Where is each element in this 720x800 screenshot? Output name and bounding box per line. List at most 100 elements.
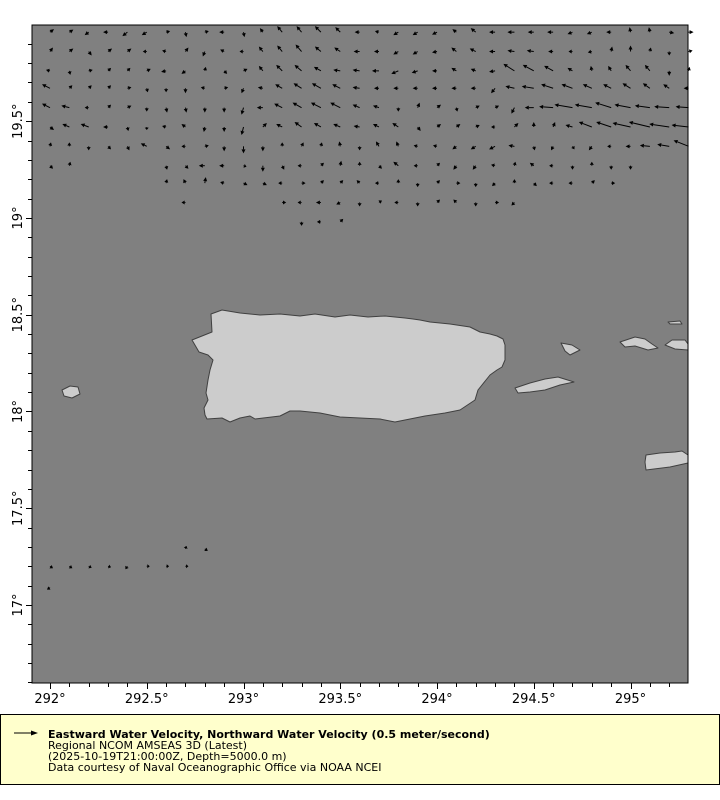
velocity-arrow xyxy=(84,31,90,36)
velocity-arrow xyxy=(603,84,612,89)
velocity-arrow xyxy=(68,85,73,90)
velocity-arrow xyxy=(378,164,382,169)
land-culebra xyxy=(560,342,581,356)
velocity-arrow xyxy=(625,64,631,72)
velocity-arrow xyxy=(595,101,612,109)
velocity-arrow xyxy=(103,30,109,35)
velocity-arrow xyxy=(415,183,420,188)
velocity-arrow xyxy=(357,146,362,151)
velocity-arrow xyxy=(470,68,476,73)
land-layer xyxy=(61,309,689,471)
velocity-arrow xyxy=(561,83,573,89)
lon-tick-label: 294° xyxy=(421,692,452,707)
velocity-arrow xyxy=(649,122,670,128)
velocity-arrow xyxy=(567,67,573,72)
velocity-arrow xyxy=(396,179,401,184)
velocity-arrow xyxy=(67,142,72,147)
lat-tick-label: 18.5° xyxy=(11,297,26,332)
velocity-arrow xyxy=(371,68,379,73)
velocity-arrow xyxy=(415,202,420,207)
velocity-arrow xyxy=(591,180,595,184)
velocity-arrow xyxy=(314,26,322,33)
velocity-arrow xyxy=(522,64,535,72)
velocity-arrow xyxy=(489,69,496,74)
velocity-arrow xyxy=(574,103,592,109)
velocity-arrow xyxy=(183,179,187,184)
velocity-arrow xyxy=(412,31,418,36)
velocity-arrow xyxy=(393,31,399,36)
velocity-arrow xyxy=(127,86,132,91)
velocity-arrow xyxy=(393,161,399,167)
map-axes: 292° 292.5° 293° 293.5° 294° 294.5° 295° 17° 17.… xyxy=(11,44,670,707)
velocity-arrow xyxy=(451,47,457,52)
velocity-arrow xyxy=(262,122,267,128)
velocity-arrow xyxy=(648,47,653,52)
velocity-arrow xyxy=(472,165,477,170)
velocity-arrow xyxy=(198,163,205,168)
velocity-arrow xyxy=(339,218,344,223)
velocity-arrow xyxy=(436,162,441,167)
velocity-arrow xyxy=(69,29,74,34)
velocity-arrow xyxy=(107,85,112,90)
velocity-arrow xyxy=(162,49,167,54)
velocity-arrow xyxy=(203,66,207,71)
velocity-arrow xyxy=(222,126,227,132)
velocity-arrow xyxy=(596,121,612,128)
land-st-thomas xyxy=(619,336,659,351)
velocity-arrow xyxy=(511,107,515,114)
velocity-arrow xyxy=(294,121,302,128)
velocity-arrow xyxy=(222,107,227,113)
velocity-arrow xyxy=(432,49,438,54)
velocity-arrow xyxy=(567,30,573,35)
lon-tick-label: 293° xyxy=(228,692,259,707)
land-puerto-rico xyxy=(191,309,506,423)
velocity-arrow xyxy=(469,48,476,53)
velocity-arrow xyxy=(489,30,496,35)
velocity-arrow xyxy=(688,30,694,35)
velocity-arrow xyxy=(494,105,500,110)
velocity-arrow xyxy=(549,181,554,186)
lon-tick-label: 292° xyxy=(34,692,65,707)
velocity-arrow xyxy=(588,145,593,151)
velocity-arrow xyxy=(568,49,573,54)
velocity-arrow xyxy=(258,65,264,72)
velocity-arrow xyxy=(503,63,515,72)
velocity-arrow xyxy=(319,142,324,147)
velocity-arrow xyxy=(338,160,343,166)
velocity-arrow xyxy=(295,44,302,52)
velocity-arrow xyxy=(521,84,534,89)
velocity-arrow xyxy=(332,84,341,89)
velocity-arrow xyxy=(243,68,248,73)
velocity-arrow xyxy=(181,200,186,205)
velocity-arrow xyxy=(146,564,150,569)
velocity-arrow xyxy=(48,142,53,147)
velocity-arrow xyxy=(456,181,461,186)
velocity-arrow xyxy=(87,85,92,90)
velocity-arrow xyxy=(162,124,167,129)
velocity-arrow xyxy=(88,68,93,73)
velocity-arrow xyxy=(473,183,478,188)
velocity-arrow xyxy=(240,126,245,135)
velocity-arrow xyxy=(127,48,132,53)
velocity-arrow xyxy=(241,32,246,38)
velocity-arrow xyxy=(278,181,283,186)
velocity-arrow xyxy=(489,49,496,54)
velocity-arrow xyxy=(432,31,438,35)
velocity-arrow xyxy=(277,26,283,33)
velocity-arrow xyxy=(454,107,459,112)
velocity-arrow xyxy=(41,84,51,89)
velocity-arrow xyxy=(107,564,112,569)
velocity-arrow xyxy=(412,50,418,55)
lon-tick-label: 295° xyxy=(615,692,646,707)
velocity-arrow xyxy=(68,565,73,569)
velocity-arrow xyxy=(628,45,633,52)
velocity-arrow xyxy=(647,27,652,33)
velocity-arrow xyxy=(452,145,457,150)
velocity-arrow xyxy=(277,45,283,52)
velocity-arrow xyxy=(352,85,360,90)
velocity-arrow xyxy=(378,200,382,204)
velocity-arrow xyxy=(297,200,302,205)
velocity-arrow xyxy=(352,104,360,109)
velocity-arrow xyxy=(393,86,399,91)
velocity-arrow xyxy=(612,121,631,128)
